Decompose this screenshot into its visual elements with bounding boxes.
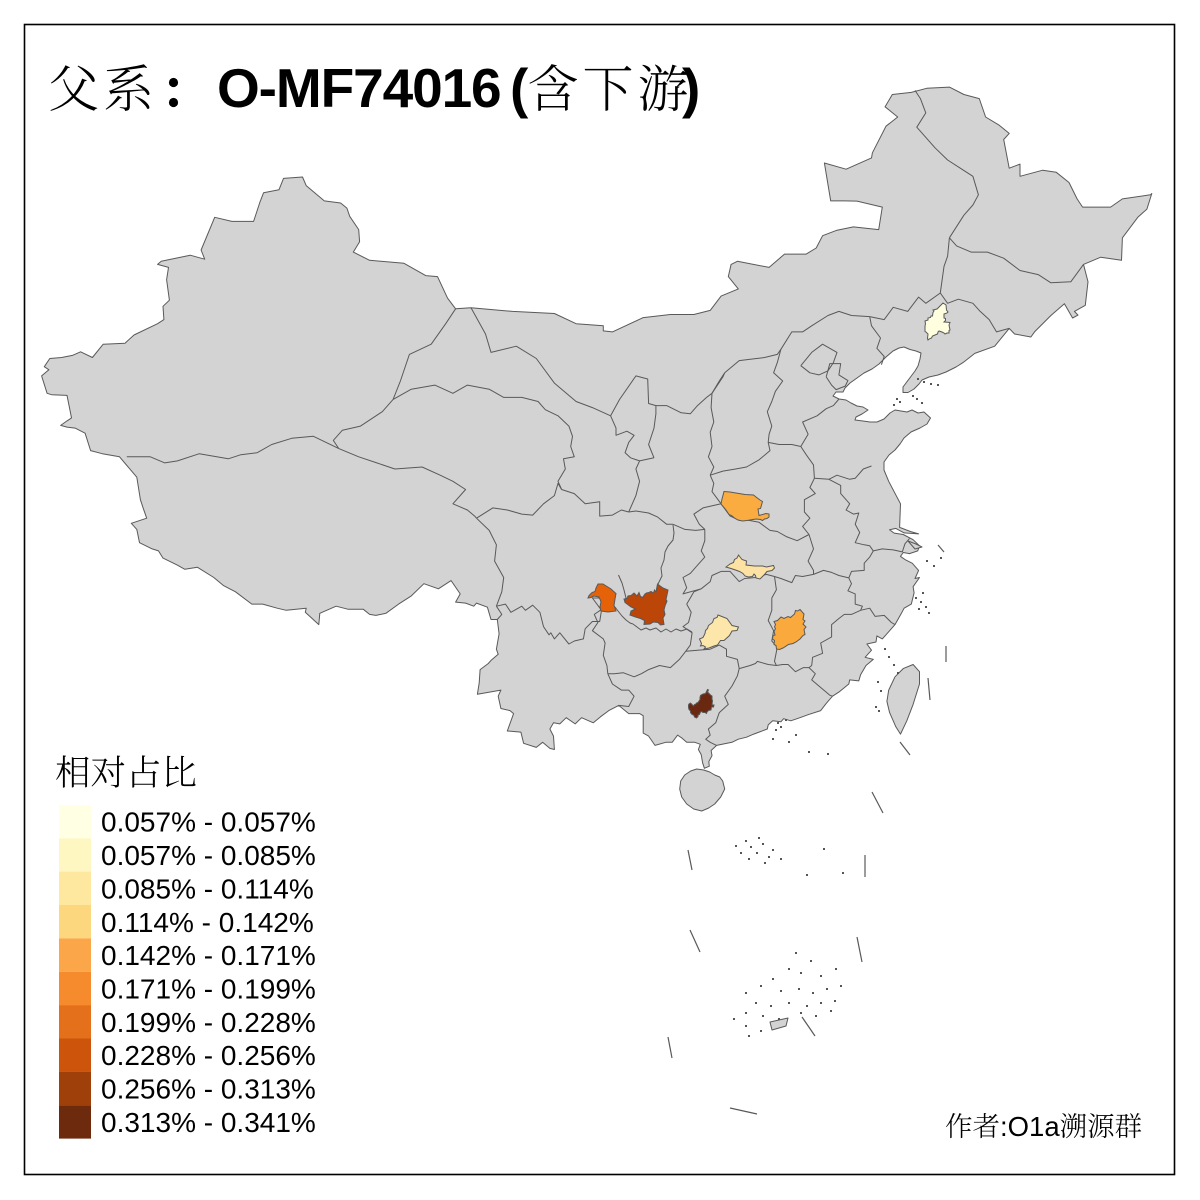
svg-text:0.171% - 0.199%: 0.171% - 0.199%: [101, 974, 316, 1005]
svg-text:): ): [682, 57, 700, 119]
svg-text:0.228% - 0.256%: 0.228% - 0.256%: [101, 1040, 316, 1071]
svg-text:0.142% - 0.171%: 0.142% - 0.171%: [101, 940, 316, 971]
svg-text:0.114% - 0.142%: 0.114% - 0.142%: [101, 907, 314, 938]
svg-text:0.313% - 0.341%: 0.313% - 0.341%: [101, 1107, 316, 1138]
svg-text:0.085% - 0.114%: 0.085% - 0.114%: [101, 873, 314, 904]
svg-text:0.256% - 0.313%: 0.256% - 0.313%: [101, 1074, 316, 1105]
svg-text::O1a: :O1a: [1000, 1111, 1060, 1142]
svg-text:0.057% - 0.085%: 0.057% - 0.085%: [101, 840, 316, 871]
svg-text:0.057% - 0.057%: 0.057% - 0.057%: [101, 807, 316, 838]
svg-text:O-MF74016: O-MF74016: [217, 57, 501, 119]
svg-text:0.199% - 0.228%: 0.199% - 0.228%: [101, 1007, 316, 1038]
svg-text:(: (: [510, 57, 529, 119]
